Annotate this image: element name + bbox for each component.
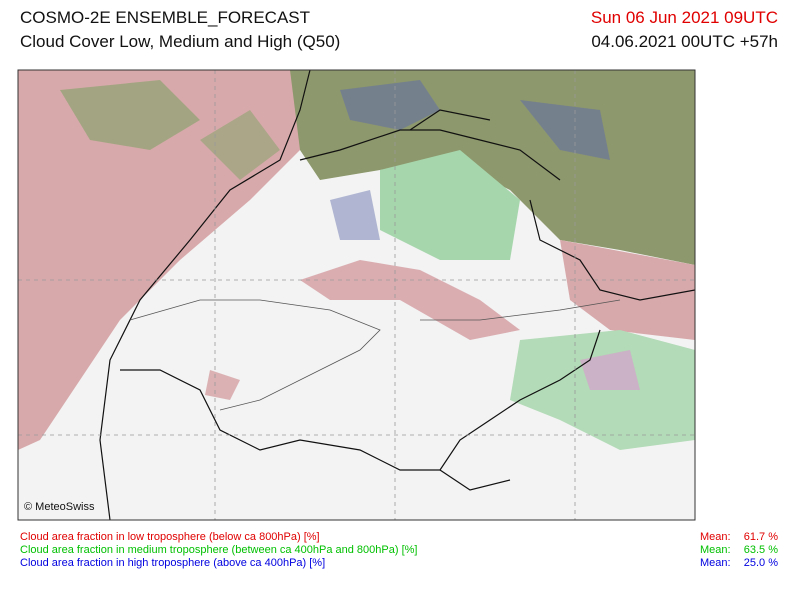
legend-mean: 25.0 % — [743, 557, 778, 569]
credit: © MeteoSwiss — [24, 501, 95, 513]
run-time: 04.06.2021 00UTC +57h — [591, 32, 778, 51]
subtitle: Cloud Cover Low, Medium and High (Q50) — [20, 32, 341, 51]
legend-mean-label: Mean: — [700, 557, 731, 569]
legend-mean-label: Mean: — [700, 544, 731, 556]
legend-mean: 61.7 % — [743, 531, 778, 543]
title: COSMO-2E ENSEMBLE_FORECAST — [20, 8, 311, 27]
legend-label: Cloud area fraction in high troposphere … — [20, 557, 326, 569]
legend-label: Cloud area fraction in medium tropospher… — [20, 544, 418, 556]
valid-time: Sun 06 Jun 2021 09UTC — [590, 8, 778, 27]
legend-mean-label: Mean: — [700, 531, 731, 543]
legend-mean: 63.5 % — [743, 544, 778, 556]
legend-label: Cloud area fraction in low troposphere (… — [20, 531, 320, 543]
